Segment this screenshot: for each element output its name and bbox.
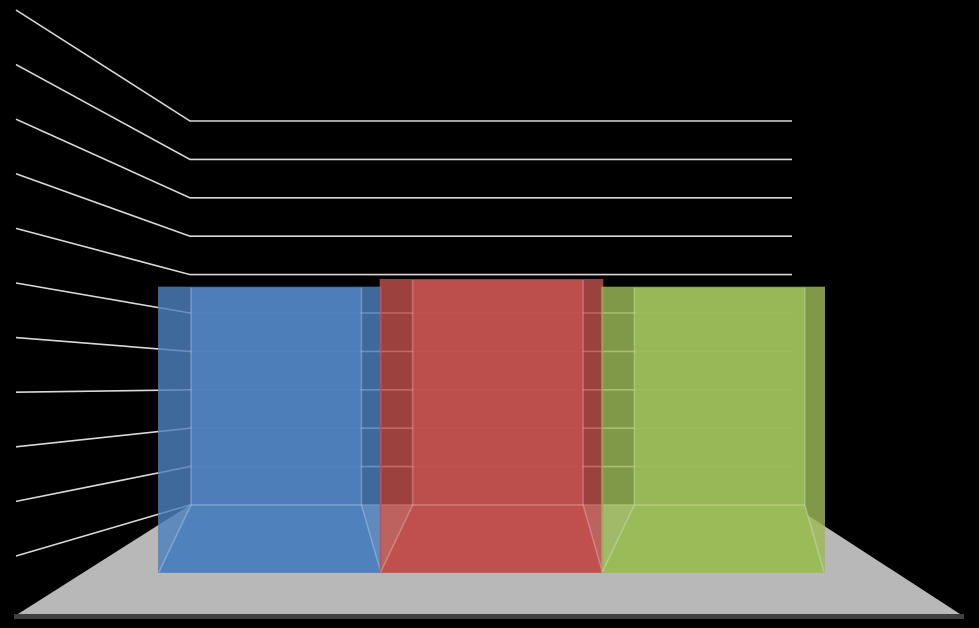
- bar-edge-left: [158, 287, 192, 573]
- bar: [601, 286, 825, 573]
- bar-edge-right: [582, 280, 604, 573]
- bar-edge-right: [804, 287, 825, 573]
- bar-front-face: [158, 286, 382, 573]
- bars: [158, 279, 825, 573]
- bar: [379, 279, 604, 573]
- gridline: [15, 227, 792, 276]
- bar-front-face: [379, 279, 604, 573]
- bar-edge-left: [601, 287, 636, 573]
- bar-edge-right: [360, 287, 382, 573]
- gridline: [15, 63, 792, 161]
- chart-floor-edge: [14, 614, 964, 619]
- bar-edge-left: [379, 280, 414, 573]
- gridline: [15, 9, 792, 122]
- bar: [158, 286, 382, 573]
- bar-front-face: [601, 286, 825, 573]
- gridline: [15, 173, 792, 237]
- gridline: [15, 118, 792, 199]
